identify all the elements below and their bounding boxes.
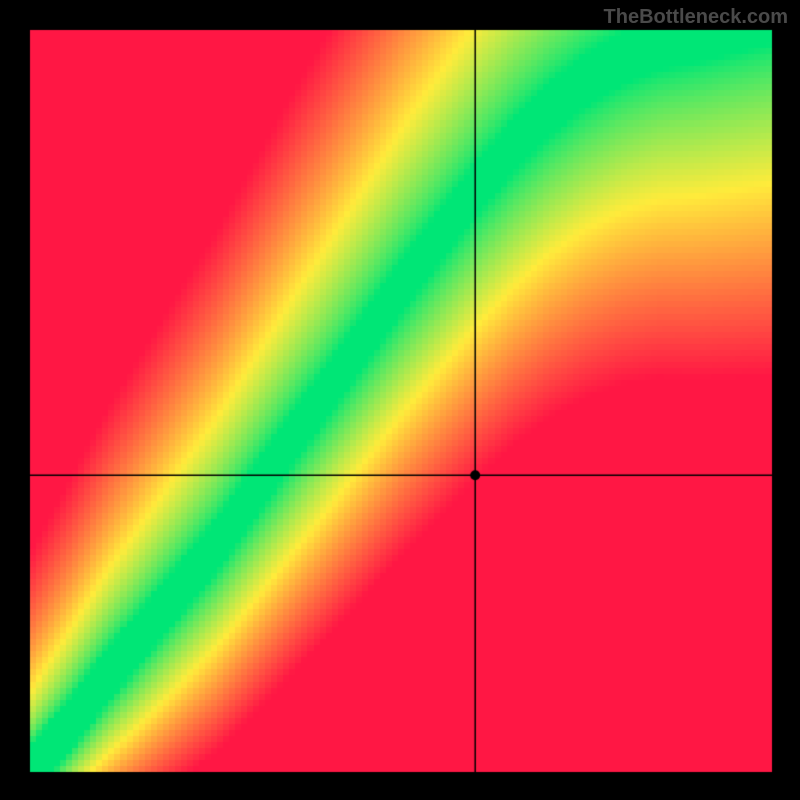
watermark-text: TheBottleneck.com	[604, 6, 788, 29]
heatmap-canvas	[0, 0, 800, 800]
chart-container: TheBottleneck.com	[0, 0, 800, 800]
